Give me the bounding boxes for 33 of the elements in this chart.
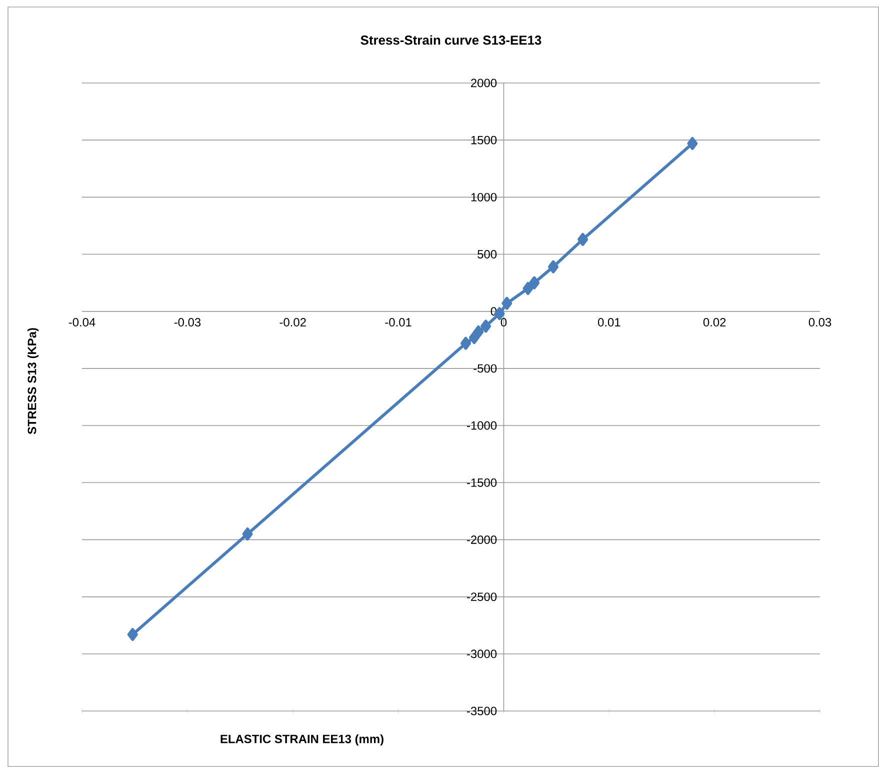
y-tick-label: -3000: [466, 650, 497, 658]
x-tick-label: 0: [500, 318, 507, 326]
y-axis-title: STRESS S13 (KPa): [27, 328, 39, 434]
point: [578, 232, 588, 246]
y-tick-label: -3500: [466, 706, 497, 716]
x-tick-label: -0.04: [68, 318, 96, 326]
y-tick-label: -2000: [466, 535, 497, 544]
x-tick-label: -0.03: [174, 318, 201, 326]
point: [529, 276, 540, 290]
x-axis-title: ELASTIC STRAIN EE13 (mm): [220, 734, 384, 746]
point: [522, 282, 534, 296]
point: [460, 336, 472, 350]
y-tick-label: 1500: [471, 136, 497, 144]
y-tick-label: -500: [474, 364, 497, 373]
x-tick-label: 0.03: [808, 318, 832, 326]
point: [127, 628, 138, 641]
point: [480, 320, 492, 333]
x-tick-label: -0.02: [280, 318, 306, 326]
point: [687, 137, 698, 150]
x-tick-label: 0.01: [598, 318, 620, 326]
point: [548, 260, 559, 274]
y-tick-label: 500: [478, 250, 497, 258]
x-tick-label: -0.01: [385, 318, 412, 326]
point: [502, 296, 512, 310]
y-tick-label: 2000: [471, 78, 497, 88]
x-tick-label: 0.02: [703, 318, 726, 326]
y-tick-label: -1000: [466, 421, 497, 430]
y-tick-label: 1000: [471, 192, 497, 202]
point: [473, 325, 484, 338]
y-tick-label: -1500: [466, 478, 497, 487]
chart-title: Stress-Strain curve S13-EE13: [360, 35, 542, 45]
point: [242, 528, 253, 541]
y-tick-label: -2500: [466, 592, 497, 602]
